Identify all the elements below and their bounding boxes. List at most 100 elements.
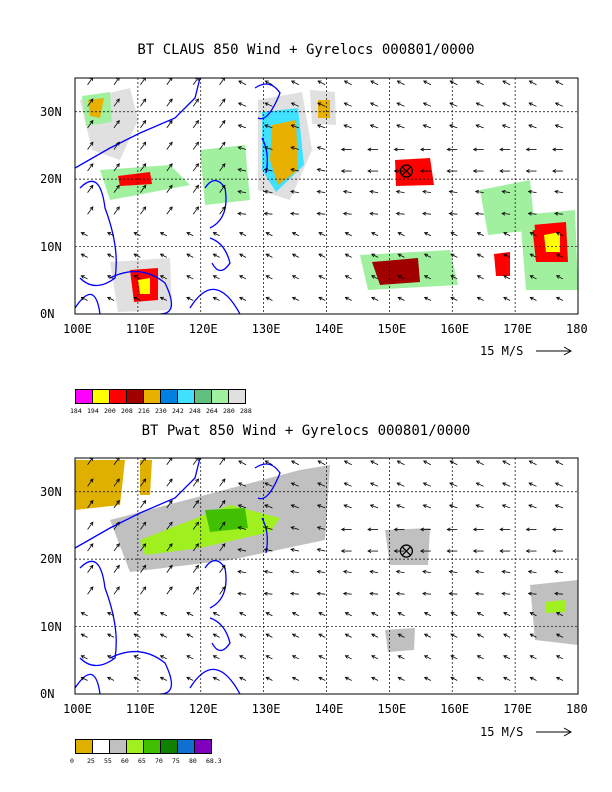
wind-arrow (424, 253, 432, 258)
wind-arrow (238, 213, 247, 215)
wind-arrow (450, 655, 458, 660)
wind-arrowhead (395, 189, 400, 194)
wind-arrow (503, 275, 511, 280)
wind-arrowhead (80, 253, 85, 258)
wind-arrowhead (142, 499, 147, 505)
wind-arrow (292, 633, 300, 638)
wind-arrow (107, 612, 115, 617)
wind-arrow (318, 232, 326, 237)
wind-arrow (266, 612, 273, 617)
colorbar-swatch (109, 389, 127, 404)
wind-arrowhead (446, 169, 451, 174)
wind-arrow (477, 253, 484, 258)
wind-arrowhead (221, 543, 226, 548)
wind-arrowhead (396, 80, 401, 85)
wind-arrow (528, 124, 537, 129)
wind-arrowhead (369, 211, 374, 216)
wind-arrow (219, 565, 226, 573)
wind-arrow (166, 78, 173, 85)
wind-arrow (424, 676, 432, 681)
wind-arrowhead (142, 478, 147, 483)
x-tick-label: 160E (440, 322, 470, 336)
panel1-title: BT CLAUS 850 Wind + Gyrelocs 000801/0000 (137, 42, 475, 58)
wind-arrow (213, 676, 220, 681)
wind-arrow (133, 655, 141, 660)
wind-arrow (292, 275, 300, 280)
wind-arrowhead (503, 655, 508, 659)
wind-arrow (264, 548, 273, 552)
wind-arrow (239, 612, 247, 617)
wind-arrowhead (290, 124, 295, 128)
colorbar-label: 75 (172, 757, 180, 765)
wind-arrow (422, 570, 431, 574)
wind-arrow (166, 586, 173, 595)
pwat-field (140, 460, 152, 495)
wind-arrowhead (186, 275, 191, 279)
wind-arrow (264, 593, 273, 595)
wind-arrowhead (239, 232, 244, 236)
wind-arrowhead (195, 521, 199, 526)
gyreloc-marker-icon (399, 164, 414, 178)
wind-arrow (555, 482, 564, 487)
wind-arrowhead (423, 80, 428, 85)
colorbar-swatch (228, 389, 246, 404)
coastline (79, 560, 117, 667)
wind-arrowhead (89, 564, 94, 569)
wind-arrowhead (212, 296, 217, 301)
wind-arrowhead (116, 206, 120, 211)
wind-arrowhead (476, 253, 481, 258)
wind-arrow (449, 570, 458, 574)
wind-arrowhead (221, 586, 226, 591)
wind-arrow (450, 296, 458, 301)
wind-arrow (449, 124, 458, 129)
wind-arrow (476, 460, 484, 466)
wind-arrow (239, 275, 247, 280)
wind-arrow (87, 98, 94, 107)
wind-arrow (113, 98, 120, 107)
wind-arrowhead (450, 253, 455, 258)
wind-arrow (396, 570, 405, 574)
wind-arrow (219, 163, 226, 172)
wind-arrow (81, 253, 88, 258)
wind-arrowhead (237, 211, 242, 216)
wind-arrowhead (316, 591, 321, 596)
wind-arrowhead (423, 633, 429, 638)
wind-arrowhead (344, 253, 349, 258)
wind-arrow (477, 676, 484, 681)
wind-arrowhead (238, 80, 243, 85)
wind-arrowhead (238, 460, 243, 465)
wind-arrow (477, 612, 484, 617)
wind-arrow (502, 460, 511, 466)
wind-arrowhead (80, 296, 85, 301)
wind-arrow (530, 296, 537, 301)
wind-arrowhead (475, 102, 480, 107)
wind-arrow (266, 253, 273, 258)
wind-arrowhead (552, 147, 557, 152)
coastline (109, 651, 172, 694)
wind-arrow (345, 232, 352, 237)
panel1-colorbar (75, 389, 246, 404)
wind-arrowhead (317, 80, 322, 85)
wind-arrowhead (397, 253, 402, 258)
wind-arrowhead (291, 676, 297, 681)
wind-arrowhead (159, 296, 164, 301)
wind-arrowhead (106, 253, 112, 258)
wind-arrow (503, 612, 511, 617)
wind-arrowhead (344, 296, 349, 301)
wind-arrowhead (474, 189, 480, 194)
wind-arrow (140, 500, 147, 509)
wind-arrow (476, 482, 484, 487)
wind-arrow (345, 253, 352, 258)
wind-arrowhead (195, 98, 199, 103)
wind-arrowhead (133, 232, 138, 236)
wind-arrow (107, 253, 115, 258)
wind-arrow (343, 593, 352, 595)
wind-arrow (529, 102, 537, 107)
wind-arrow (554, 593, 563, 595)
colorbar-swatch (160, 389, 178, 404)
wind-arrowhead (343, 504, 348, 508)
wind-arrow (291, 460, 300, 466)
wind-arrow (238, 593, 247, 595)
wind-arrow (556, 296, 564, 301)
wind-arrowhead (371, 655, 376, 659)
